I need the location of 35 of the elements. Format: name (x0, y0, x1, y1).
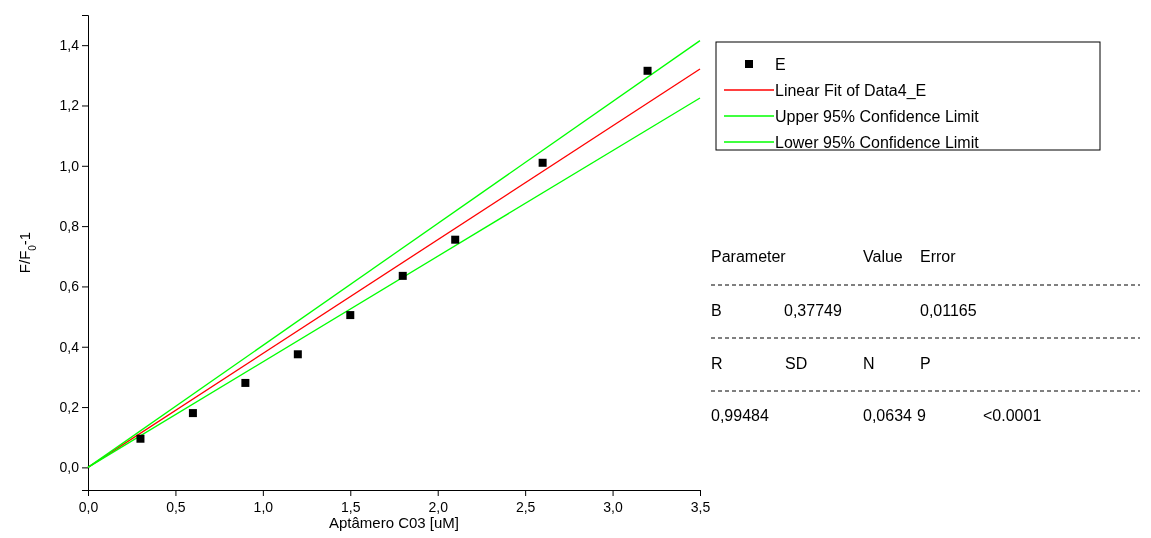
y-tick-label: 0,0 (59, 459, 80, 476)
text: P (920, 355, 931, 372)
legend-label: E (775, 56, 786, 73)
text: Parameter (711, 248, 787, 265)
x-tick-label: 1,0 (253, 498, 274, 515)
text: 0,37749 (784, 302, 842, 319)
x-axis-title: Aptâmero C03 [uM] (328, 514, 460, 531)
text: 0,99484 (711, 407, 769, 424)
text: Value (863, 248, 903, 265)
x-tick-label: 2,5 (515, 498, 536, 515)
y-tick-label: 0,2 (59, 399, 80, 416)
y-tick-label: 1,0 (59, 157, 80, 174)
text: 9 (917, 407, 926, 424)
x-tick-label: 0,0 (78, 498, 99, 515)
text: Error (920, 248, 957, 265)
text: B (711, 302, 722, 319)
text: <0.0001 (983, 407, 1042, 424)
text: 0,01165 (920, 302, 977, 319)
x-tick-label: 0,5 (166, 498, 186, 515)
y-tick-label: 1,2 (59, 97, 80, 114)
legend-label: Upper 95% Confidence Limit (775, 108, 980, 125)
y-tick-label: 0,8 (59, 218, 80, 235)
x-tick-label: 1,5 (341, 498, 361, 515)
x-tick-label: 2,0 (428, 498, 449, 515)
y-tick-label: 0,6 (59, 278, 80, 295)
legend-label: Linear Fit of Data4_E (775, 82, 927, 100)
legend-label: Lower 95% Confidence Limit (775, 134, 980, 151)
x-tick-label: 3,5 (690, 498, 711, 515)
text: SD (785, 355, 808, 372)
y-tick-label: 1,4 (59, 37, 80, 54)
y-tick-label: 0,4 (59, 338, 80, 355)
text: 0,0634 (863, 407, 913, 424)
text: R (711, 355, 723, 372)
x-tick-label: 3,0 (603, 498, 624, 515)
text: N (863, 355, 875, 372)
